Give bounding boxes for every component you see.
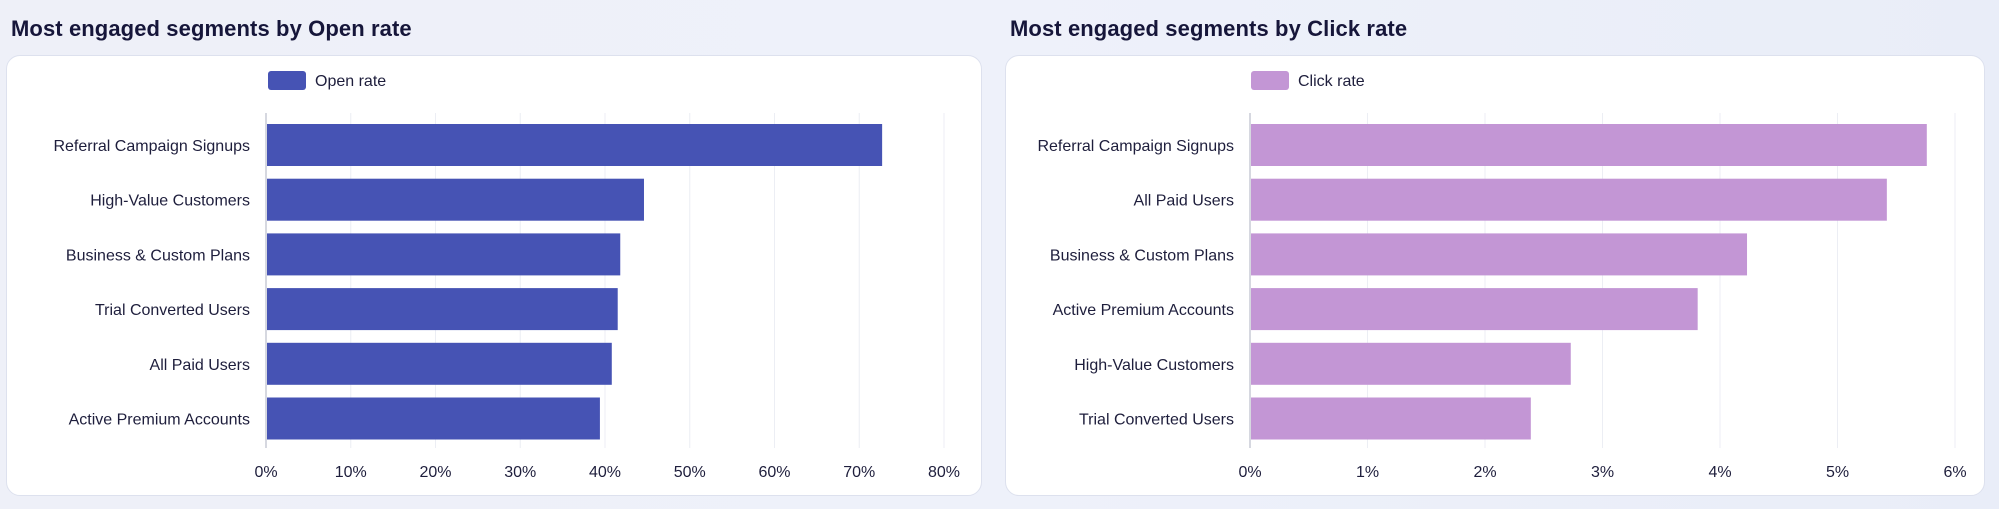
click-rate-chart: Referral Campaign Signups All Paid Users B…	[1037, 71, 1967, 481]
category-label: Business & Custom Plans	[66, 247, 250, 264]
category-label: High-Value Customers	[1074, 357, 1234, 374]
bar-trial-converted-users	[1251, 397, 1531, 440]
x-tick-label: 20%	[419, 464, 451, 481]
x-tick-label: 10%	[335, 464, 367, 481]
legend-swatch	[268, 71, 306, 90]
category-label: Trial Converted Users	[95, 302, 250, 319]
x-tick-label: 6%	[1943, 464, 1966, 481]
x-tick-label: 80%	[928, 464, 960, 481]
bar-business-and-custom-plans	[1251, 233, 1748, 276]
category-label: All Paid Users	[150, 357, 250, 374]
bar-business-and-custom-plans	[267, 233, 621, 276]
category-label: Active Premium Accounts	[69, 412, 250, 429]
bar-active-premium-accounts	[267, 397, 600, 440]
category-label: Referral Campaign Signups	[1037, 138, 1234, 155]
category-label: Trial Converted Users	[1079, 412, 1234, 429]
legend-label: Open rate	[315, 73, 386, 90]
bar-referral-campaign-signups	[267, 124, 883, 166]
x-tick-label: 0%	[254, 464, 277, 481]
x-tick-label: 4%	[1708, 464, 1731, 481]
open-rate-chart-title: Most engaged segments by Open rate	[11, 16, 412, 41]
x-tick-label: 60%	[758, 464, 790, 481]
x-tick-label: 1%	[1356, 464, 1379, 481]
open-rate-chart-card: Referral Campaign Signups High-Value Cust…	[6, 55, 982, 496]
legend-label: Click rate	[1298, 73, 1365, 90]
legend-swatch	[1251, 71, 1289, 90]
bar-referral-campaign-signups	[1251, 124, 1927, 166]
bar-high-value-customers	[1251, 342, 1571, 385]
x-tick-label: 50%	[674, 464, 706, 481]
x-tick-label: 3%	[1591, 464, 1614, 481]
category-label: All Paid Users	[1134, 193, 1234, 210]
x-tick-label: 40%	[589, 464, 621, 481]
click-rate-chart-card: Referral Campaign Signups All Paid Users B…	[1005, 55, 1985, 496]
x-tick-label: 70%	[843, 464, 875, 481]
open-rate-chart: Referral Campaign Signups High-Value Cust…	[53, 71, 960, 481]
click-rate-chart-title: Most engaged segments by Click rate	[1010, 16, 1408, 41]
bar-high-value-customers	[267, 178, 644, 221]
bar-all-paid-users	[1251, 178, 1887, 221]
category-label: Referral Campaign Signups	[53, 138, 250, 155]
bar-active-premium-accounts	[1251, 288, 1698, 331]
x-tick-label: 2%	[1473, 464, 1496, 481]
bar-all-paid-users	[267, 342, 612, 385]
category-label: Business & Custom Plans	[1050, 247, 1234, 264]
x-tick-label: 30%	[504, 464, 536, 481]
category-label: High-Value Customers	[90, 193, 250, 210]
x-tick-label: 5%	[1826, 464, 1849, 481]
category-label: Active Premium Accounts	[1053, 302, 1234, 319]
x-tick-label: 0%	[1238, 464, 1261, 481]
bar-trial-converted-users	[267, 288, 618, 331]
